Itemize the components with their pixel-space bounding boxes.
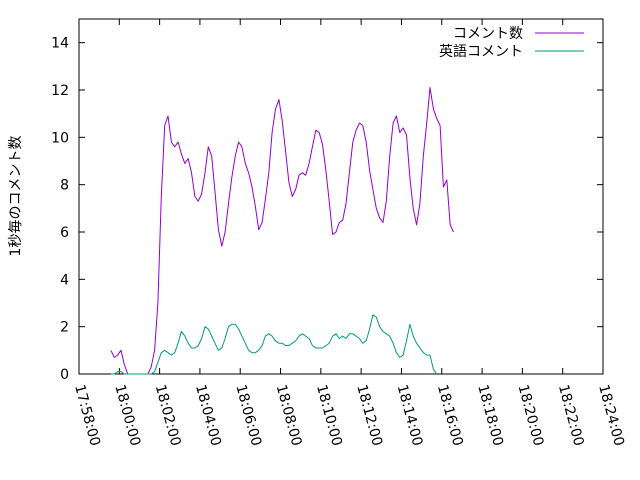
x-tick-label: 18:02:00 [152,383,184,448]
x-tick-label: 18:12:00 [353,383,385,448]
y-tick-label: 10 [51,130,69,146]
x-tick-label: 18:10:00 [313,383,345,448]
x-tick-label: 18:20:00 [515,383,547,448]
legend-label: 英語コメント [439,43,523,60]
x-tick-label: 18:18:00 [474,383,506,448]
x-tick-label: 18:22:00 [555,383,587,448]
x-tick-label: 18:00:00 [111,383,143,448]
x-tick-label: 18:06:00 [232,383,264,448]
y-tick-label: 6 [60,225,69,241]
series-line [110,314,438,375]
x-tick-label: 18:24:00 [595,383,627,448]
legend-label: コメント数 [453,26,523,42]
y-tick-label: 4 [60,272,69,288]
y-tick-label: 14 [51,36,69,52]
x-tick-label: 18:08:00 [273,383,305,448]
x-tick-label: 17:58:00 [71,383,103,448]
x-tick-label: 18:16:00 [434,383,466,448]
plot-frame [78,18,604,375]
series-line [110,87,454,375]
x-axis: 17:58:00 18:00:00 18:02:00 18:04:00 18:06:00… [71,19,627,448]
y-tick-label: 2 [60,320,69,336]
y-tick-label: 12 [51,83,69,99]
y-axis: 0 2 4 6 8 10 12 14 [51,36,603,383]
x-tick-label: 18:14:00 [394,383,426,448]
x-tick-label: 18:04:00 [192,383,224,448]
y-tick-label: 8 [60,178,69,194]
y-tick-label: 0 [60,367,69,383]
y-axis-label: 1秒毎のコメント数 [8,136,24,257]
series-group [110,87,454,375]
